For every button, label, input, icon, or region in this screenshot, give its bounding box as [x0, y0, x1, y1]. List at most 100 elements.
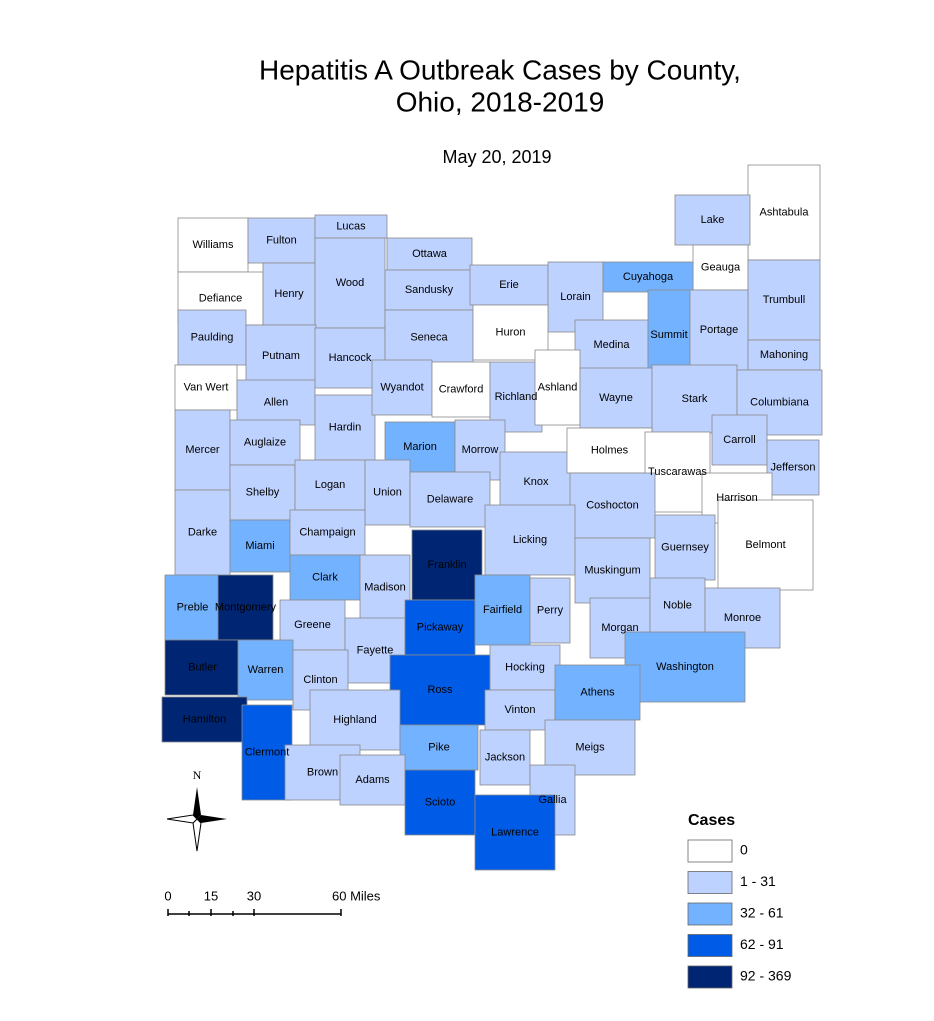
county-label: Seneca — [410, 331, 448, 343]
county — [404, 599, 476, 656]
county-label: Jefferson — [770, 461, 815, 473]
county — [164, 574, 221, 641]
county — [766, 439, 820, 496]
county-label: Brown — [307, 766, 338, 778]
county-label: Williams — [193, 239, 234, 251]
county — [289, 509, 366, 556]
county-label: Lorain — [560, 291, 591, 303]
legend-label: 32 - 61 — [740, 905, 784, 921]
county — [241, 704, 293, 801]
county-label: Hamilton — [183, 713, 226, 725]
county-label: Athens — [580, 686, 615, 698]
legend-label: 92 - 369 — [740, 968, 792, 984]
county-label: Union — [373, 486, 402, 498]
county — [711, 414, 768, 466]
county-label: Guernsey — [661, 541, 709, 553]
county-label: Putnam — [262, 350, 300, 362]
county — [314, 237, 386, 329]
county — [404, 769, 476, 836]
county — [649, 577, 706, 634]
county-label: Morrow — [462, 444, 499, 456]
county-label: Medina — [593, 339, 630, 351]
county-label: Trumbull — [763, 294, 805, 306]
county — [566, 427, 653, 474]
county-label: Summit — [650, 329, 687, 341]
county-label: Crawford — [439, 383, 484, 395]
county-label: Madison — [364, 581, 406, 593]
county-label: Hocking — [505, 661, 545, 673]
county-label: Carroll — [723, 434, 755, 446]
date: May 20, 2019 — [442, 147, 551, 167]
scale-label: 60 Miles — [332, 888, 381, 903]
county — [602, 261, 694, 293]
county — [411, 529, 483, 601]
county — [217, 574, 274, 641]
county-label: Darke — [188, 526, 217, 538]
county-label: Washington — [656, 661, 714, 673]
scale-label: 30 — [247, 888, 261, 903]
county — [247, 217, 316, 264]
county-label: Lawrence — [491, 826, 539, 838]
county-label: Vinton — [505, 704, 536, 716]
county-label: Clinton — [303, 674, 337, 686]
county — [314, 394, 376, 461]
title-line: Hepatitis A Outbreak Cases by County, — [259, 54, 741, 85]
county-label: Tuscarawas — [648, 466, 707, 478]
county — [489, 644, 561, 691]
legend-label: 1 - 31 — [740, 873, 776, 889]
county-label: Gallia — [538, 794, 567, 806]
county-label: Van Wert — [184, 381, 229, 393]
county-label: Mercer — [185, 444, 220, 456]
county — [644, 431, 711, 513]
county-label: Paulding — [191, 331, 234, 343]
county-label: Ross — [427, 684, 453, 696]
county — [484, 504, 576, 576]
counties — [161, 164, 823, 871]
county-label: Wood — [336, 277, 365, 289]
county-label: Geauga — [701, 261, 741, 273]
county-label: Muskingum — [584, 564, 640, 576]
county — [479, 729, 531, 786]
county — [236, 379, 316, 426]
legend-title: Cases — [688, 812, 735, 829]
county-label: Scioto — [425, 796, 456, 808]
county-label: Franklin — [427, 559, 466, 571]
county-label: Delaware — [427, 493, 473, 505]
county-label: Greene — [294, 619, 331, 631]
county-label: Holmes — [591, 444, 629, 456]
scale-label: 15 — [204, 888, 218, 903]
county — [484, 689, 556, 731]
county — [474, 574, 531, 646]
county — [692, 244, 749, 291]
arrow-east — [197, 815, 227, 823]
county-label: Lake — [701, 214, 725, 226]
county-label: Highland — [333, 714, 376, 726]
county-label: Sandusky — [405, 284, 454, 296]
county — [384, 309, 474, 366]
county-label: Ashtabula — [760, 206, 810, 218]
north-arrow: N — [166, 768, 227, 852]
arrow-south — [192, 818, 202, 852]
county — [229, 519, 291, 573]
county-label: Ashland — [538, 381, 578, 393]
county — [409, 471, 491, 528]
county — [529, 577, 571, 644]
county — [689, 289, 749, 371]
legend-swatch — [687, 934, 733, 957]
county-label: Erie — [499, 279, 519, 291]
county-label: Adams — [355, 774, 390, 786]
county — [469, 264, 549, 306]
county-label: Harrison — [716, 492, 758, 504]
county-label: Knox — [523, 476, 549, 488]
county-label: Ottawa — [412, 248, 448, 260]
county-label: Hancock — [329, 352, 372, 364]
county — [174, 364, 238, 411]
county — [717, 499, 814, 591]
scale-label: 0 — [164, 888, 171, 903]
county-label: Fulton — [266, 234, 297, 246]
county-label: Huron — [496, 326, 526, 338]
county — [177, 309, 247, 366]
county-label: Henry — [274, 288, 304, 300]
county — [245, 324, 317, 388]
scale-bar: 0 15 30 60 Miles — [164, 888, 381, 916]
